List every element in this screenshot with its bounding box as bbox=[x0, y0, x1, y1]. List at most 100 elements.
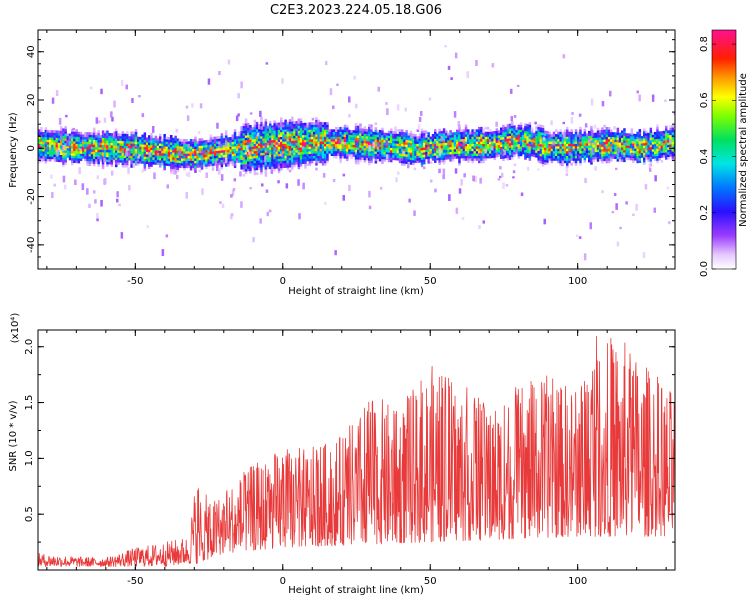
spectrogram-cell bbox=[313, 131, 316, 135]
spectrogram-cell bbox=[438, 138, 441, 141]
spectrogram-cell bbox=[143, 161, 147, 164]
spectrogram-cell bbox=[559, 141, 562, 144]
spectrogram-cell bbox=[431, 134, 435, 137]
spectrogram-cell bbox=[115, 140, 118, 144]
spectrogram-outlier bbox=[280, 153, 284, 158]
spectrogram-cell bbox=[240, 164, 243, 168]
spectrogram-cell bbox=[627, 138, 631, 141]
snr-y-multiplier: (x10⁴) bbox=[10, 313, 21, 344]
spectrogram-cell bbox=[315, 126, 318, 130]
spectrogram-cell bbox=[669, 154, 672, 157]
spectrogram-cell bbox=[159, 148, 162, 151]
spectrogram-cell bbox=[552, 158, 556, 161]
spectrogram-cell bbox=[44, 132, 48, 135]
spectrogram-outlier bbox=[642, 252, 646, 259]
spectrogram-cell bbox=[550, 148, 554, 152]
spectrogram-cell bbox=[511, 152, 514, 155]
spectrogram-cell bbox=[332, 146, 336, 149]
spectrogram-cell bbox=[324, 150, 327, 154]
spectrogram-cell bbox=[286, 153, 290, 156]
spectrogram-cell bbox=[590, 145, 593, 148]
spectrogram-cell bbox=[508, 147, 512, 151]
spectrogram-cell bbox=[616, 134, 620, 138]
spectrogram-cell bbox=[621, 140, 624, 143]
spectrogram-cell bbox=[625, 145, 628, 148]
spectrogram-cell bbox=[359, 159, 362, 163]
spectrogram-cell bbox=[612, 146, 615, 150]
spectrogram-cell bbox=[284, 155, 287, 159]
spectrogram-cell bbox=[258, 164, 261, 168]
spectrogram-cell bbox=[244, 152, 248, 155]
spectrogram-cell bbox=[418, 143, 422, 146]
spectrogram-cell bbox=[420, 152, 424, 156]
spectrogram-cell bbox=[115, 138, 118, 141]
spectrogram-cell bbox=[306, 141, 309, 145]
spectrogram-cell bbox=[612, 151, 615, 154]
spectrogram-cell bbox=[310, 127, 314, 130]
spectrogram-outlier bbox=[214, 160, 217, 163]
spectrogram-cell bbox=[97, 163, 100, 167]
spectrogram-cell bbox=[374, 122, 378, 126]
spectrogram-cell bbox=[618, 147, 622, 150]
spectrogram-cell bbox=[255, 155, 259, 159]
spectrogram-cell bbox=[315, 136, 318, 140]
spectrogram-outlier bbox=[454, 52, 458, 59]
spectrogram-cell bbox=[480, 160, 483, 164]
spectrogram-cell bbox=[161, 145, 164, 149]
spectrogram-cell bbox=[73, 136, 76, 139]
spectrogram-cell bbox=[255, 124, 259, 127]
spectrogram-cell bbox=[348, 132, 351, 135]
spectrogram-cell bbox=[581, 133, 584, 137]
spectrogram-cell bbox=[557, 131, 560, 135]
spectrogram-cell bbox=[64, 126, 67, 129]
spectrogram-cell bbox=[478, 141, 481, 144]
spectrogram-cell bbox=[645, 140, 648, 143]
spectrogram-cell bbox=[506, 133, 510, 137]
spectrogram-outlier bbox=[484, 148, 487, 153]
spectrogram-cell bbox=[405, 154, 408, 157]
spectrogram-cell bbox=[379, 153, 382, 157]
spectrogram-cell bbox=[458, 155, 461, 159]
spectrogram-outlier bbox=[259, 218, 262, 224]
spectrogram-cell bbox=[451, 134, 455, 138]
spectrogram-cell bbox=[60, 140, 63, 143]
spectrogram-cell bbox=[277, 156, 281, 159]
spectrogram-cell bbox=[541, 156, 545, 160]
spectrogram-outlier bbox=[368, 205, 372, 210]
spectrogram-cell bbox=[275, 137, 279, 140]
spectrogram-cell bbox=[159, 136, 162, 139]
spectrogram-cell bbox=[181, 151, 184, 154]
spectrogram-cell bbox=[416, 153, 419, 156]
spectrogram-cell bbox=[566, 150, 569, 154]
spectrogram-cell bbox=[473, 150, 477, 154]
spectrogram-cell bbox=[535, 130, 538, 134]
spectrogram-cell bbox=[145, 159, 149, 162]
spectrogram-cell bbox=[77, 155, 81, 159]
spectrogram-cell bbox=[491, 143, 494, 147]
spectrogram-cell bbox=[335, 129, 338, 132]
spectrogram-cell bbox=[258, 148, 261, 151]
spectrogram-cell bbox=[401, 131, 404, 135]
spectrogram-cell bbox=[132, 143, 136, 147]
spectrogram-cell bbox=[90, 132, 94, 135]
spectrogram-cell bbox=[225, 137, 228, 141]
spectrogram-outlier bbox=[185, 192, 188, 199]
spectrogram-cell bbox=[405, 151, 408, 155]
spectrogram-cell bbox=[288, 128, 292, 132]
spectrogram-cell bbox=[82, 146, 85, 150]
spectrogram-cell bbox=[192, 155, 195, 159]
spectrogram-cell bbox=[621, 137, 624, 141]
spectrogram-cell bbox=[350, 134, 353, 138]
spectrogram-cell bbox=[64, 138, 67, 141]
spectrogram-cell bbox=[409, 142, 413, 146]
spectrogram-outlier bbox=[588, 138, 591, 143]
spectrogram-cell bbox=[297, 137, 301, 141]
spectrogram-cell bbox=[434, 155, 437, 159]
spectrogram-cell bbox=[563, 153, 567, 156]
spectrogram-cell bbox=[398, 138, 402, 142]
spectrogram-cell bbox=[500, 144, 503, 147]
spectrogram-cell bbox=[264, 147, 268, 151]
spectrogram-cell bbox=[319, 148, 323, 152]
spectrogram-cell bbox=[123, 133, 127, 137]
spectrogram-cell bbox=[264, 152, 268, 156]
